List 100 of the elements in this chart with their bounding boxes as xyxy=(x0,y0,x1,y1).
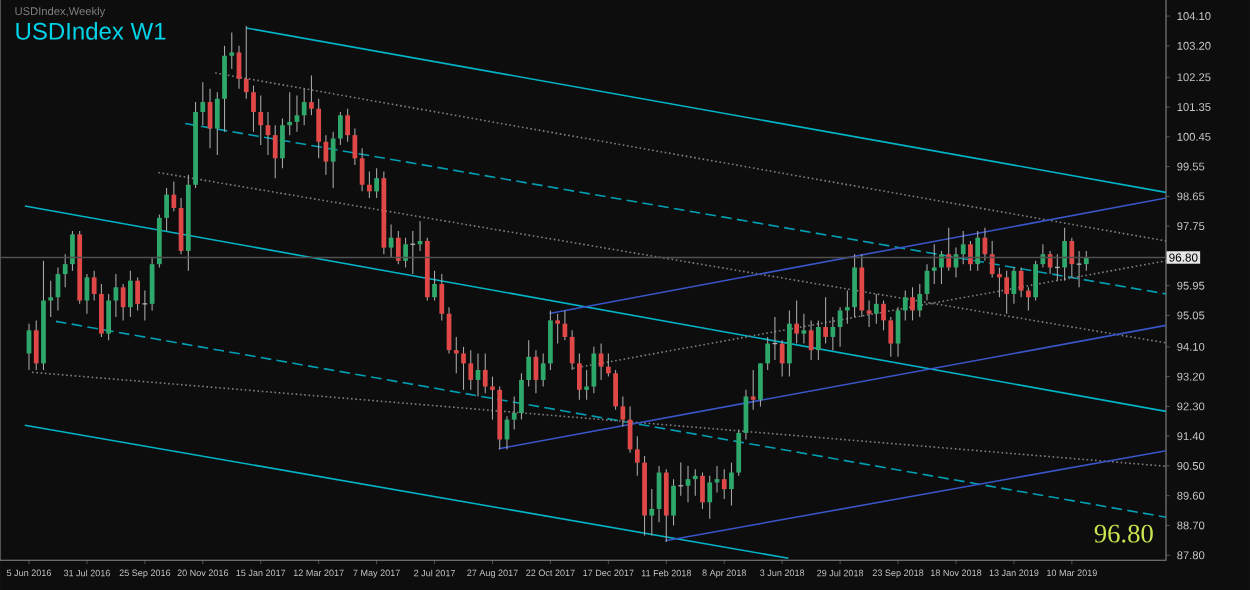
candlestick xyxy=(468,349,474,391)
candlestick xyxy=(200,81,206,126)
candlestick xyxy=(989,240,995,278)
candlestick xyxy=(70,230,75,272)
candlestick xyxy=(758,362,763,407)
candlestick xyxy=(280,118,285,169)
candlestick xyxy=(243,25,249,100)
candlestick xyxy=(729,462,734,507)
candlestick xyxy=(135,276,140,311)
candlestick xyxy=(902,290,908,321)
candlestick xyxy=(881,300,886,331)
candlestick xyxy=(1026,286,1031,311)
candlestick xyxy=(453,336,459,374)
candlestick xyxy=(511,395,517,431)
candlestick xyxy=(577,352,582,401)
candlestick xyxy=(99,283,104,338)
candlestick xyxy=(164,187,169,232)
candlestick xyxy=(156,213,162,268)
candlestick xyxy=(294,94,300,133)
candlestick xyxy=(960,230,966,265)
candlestick xyxy=(519,372,524,421)
candlestick xyxy=(272,124,278,179)
candlestick xyxy=(251,84,256,133)
candlestick xyxy=(685,465,691,503)
candlestick xyxy=(569,329,575,371)
candlestick xyxy=(374,167,379,199)
candlestick xyxy=(692,468,698,497)
candlestick xyxy=(649,488,655,536)
candlestick xyxy=(33,319,39,371)
candlestick xyxy=(482,352,488,394)
candlestick xyxy=(338,111,343,146)
candlestick xyxy=(859,253,865,318)
candlestick xyxy=(548,309,553,371)
candlestick xyxy=(229,32,235,70)
candlestick xyxy=(403,237,408,268)
candlestick xyxy=(62,253,68,288)
candlestick xyxy=(968,240,973,272)
candlestick xyxy=(910,286,915,321)
candlestick xyxy=(721,468,727,500)
candlestick xyxy=(613,369,618,411)
candlestick xyxy=(1004,270,1010,315)
candlestick xyxy=(258,94,264,146)
candlestick xyxy=(736,429,742,477)
candlestick xyxy=(750,369,756,411)
candlestick xyxy=(106,293,112,341)
candlestick xyxy=(801,313,807,345)
candlestick xyxy=(765,336,771,371)
candlestick xyxy=(663,468,669,543)
candlestick xyxy=(634,435,640,477)
candlestick xyxy=(808,319,814,361)
candlestick xyxy=(128,270,133,318)
candlestick xyxy=(345,108,351,143)
candlestick xyxy=(939,250,944,285)
candlestick xyxy=(1040,243,1046,268)
candlestick xyxy=(1062,227,1067,282)
candlestick xyxy=(1076,250,1083,288)
candlestick xyxy=(946,227,952,272)
candlestick xyxy=(171,180,177,212)
candlestick xyxy=(975,230,981,272)
candlestick xyxy=(815,319,821,361)
candlestick xyxy=(366,170,372,199)
candlestick xyxy=(1018,266,1024,298)
candlestick xyxy=(823,296,828,345)
candlestick xyxy=(605,352,611,378)
candlestick xyxy=(787,309,792,378)
candlestick xyxy=(287,91,293,136)
candlestick xyxy=(91,270,97,302)
candlestick xyxy=(316,98,322,159)
candlestick xyxy=(931,243,937,285)
candlestick xyxy=(852,253,857,318)
candlestick xyxy=(844,290,850,325)
candlestick xyxy=(461,346,466,391)
candlestick xyxy=(888,316,894,358)
candlestick xyxy=(309,75,314,116)
candlestick xyxy=(997,266,1002,298)
candlestick xyxy=(700,472,705,510)
candlestick xyxy=(873,293,879,325)
candlestick xyxy=(584,369,589,401)
candlestick xyxy=(917,283,923,318)
candlestick xyxy=(794,300,800,345)
candlestick xyxy=(1083,250,1089,272)
candlestick xyxy=(432,270,437,302)
candlestick xyxy=(526,339,532,388)
candlestick xyxy=(591,346,597,394)
candlestick xyxy=(707,475,713,520)
candlestick xyxy=(439,273,445,321)
candlestick xyxy=(214,91,220,156)
candlestick xyxy=(141,290,148,321)
candlestick xyxy=(555,313,561,345)
candlestick xyxy=(301,88,307,126)
annotation: 96.80 xyxy=(1094,524,1153,543)
candlestick xyxy=(359,147,365,192)
candlestick xyxy=(222,45,227,133)
candlestick xyxy=(830,316,836,351)
candlestick xyxy=(540,352,546,388)
candlestick xyxy=(48,280,54,318)
candlestick xyxy=(671,478,676,526)
candlestick xyxy=(330,131,336,189)
candlestick xyxy=(490,376,495,421)
candlestick xyxy=(779,339,785,378)
